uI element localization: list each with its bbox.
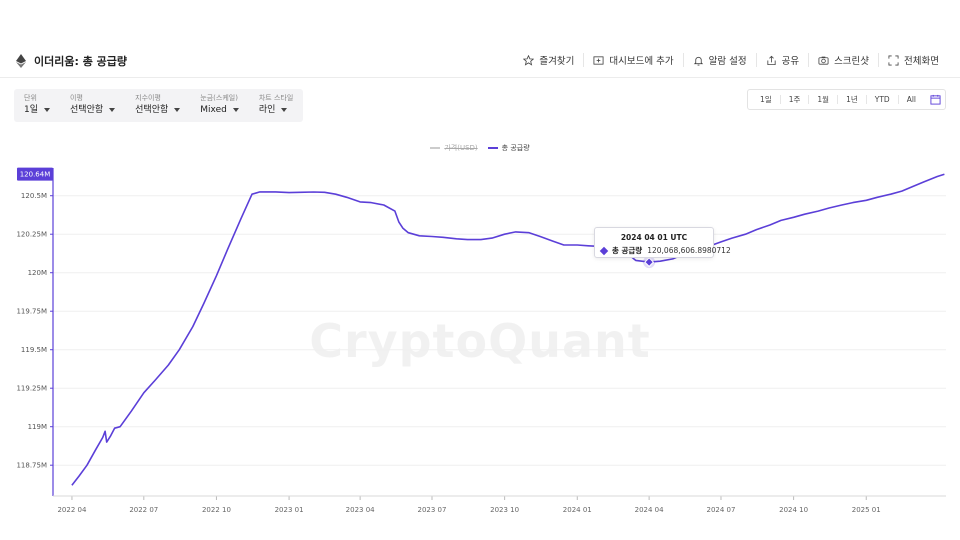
moving-average-label: 이평 xyxy=(70,94,83,102)
unit-select-label: 단위 xyxy=(24,94,37,102)
alarm-settings-button[interactable]: 알람 설정 xyxy=(682,53,756,67)
y-tick-label: 119M xyxy=(28,423,47,431)
x-tick-label: 2022 04 xyxy=(57,506,86,514)
unit-select-value: 1일 xyxy=(24,105,39,115)
y-axis: 118.75M 119M 119.25M 119.5M 119.75M 120M 120.2… xyxy=(16,192,53,470)
add-to-dashboard-button[interactable]: 대시보드에 추가 xyxy=(583,53,682,67)
ema-value: 선택안함 xyxy=(135,105,169,115)
y-tick-label: 119.5M xyxy=(21,346,47,354)
y-tick-label: 120M xyxy=(28,269,47,277)
share-label: 공유 xyxy=(781,56,800,67)
watermark: CryptoQuant xyxy=(309,314,651,368)
chevron-down-icon xyxy=(44,108,51,112)
x-tick-label: 2022 10 xyxy=(202,506,231,514)
current-value-badge xyxy=(17,167,53,181)
favorite-button[interactable]: 즐겨찾기 xyxy=(514,53,583,67)
highlight-point xyxy=(644,257,655,268)
chart-header: 이더리움: 총 공급량 즐겨찾기 대시보드에 추가 알람 설정 공유 스크린샷 … xyxy=(0,44,960,78)
tooltip-series-name: 총 공급량 xyxy=(612,246,643,255)
tooltip-row: 총 공급량 120,068,606.8980712 xyxy=(599,245,731,256)
x-tick-label: 2023 04 xyxy=(346,506,375,514)
screenshot-label: 스크린샷 xyxy=(834,56,870,67)
x-tick-label: 2022 07 xyxy=(129,506,158,514)
range-1m[interactable]: 1월 xyxy=(808,95,837,104)
range-1d[interactable]: 1일 xyxy=(760,95,772,104)
legend-swatch-price xyxy=(430,147,441,149)
ema-label: 지수이평 xyxy=(135,94,161,102)
chart-style-value: 라인 xyxy=(258,105,276,115)
legend-item-price[interactable]: 가격(USD) xyxy=(430,143,478,153)
time-range-selector: 1일 1주 1월 1년 YTD All xyxy=(747,89,946,110)
chart-controls: 단위 1일 이평 선택안함 지수이평 선택안함 눈금(스케일) Mixed 차트… xyxy=(14,89,304,122)
x-axis: 2022 04 2022 07 2022 10 2023 01 2023 04 2023 … xyxy=(57,496,881,514)
page-title: 이더리움: 총 공급량 xyxy=(34,55,128,68)
chart-legend: 가격(USD) 총 공급량 xyxy=(0,143,960,153)
highlight-marker xyxy=(643,256,656,269)
screenshot-button[interactable]: 스크린샷 xyxy=(808,53,878,67)
fullscreen-icon xyxy=(888,55,899,65)
x-tick-label: 2023 07 xyxy=(418,506,447,514)
ethereum-icon xyxy=(16,54,26,68)
range-1w[interactable]: 1주 xyxy=(779,95,809,104)
x-tick-label: 2024 04 xyxy=(635,506,664,514)
y-tick-label: 118.75M xyxy=(16,462,47,470)
share-button[interactable]: 공유 xyxy=(755,53,808,67)
x-tick-label: 2024 01 xyxy=(563,506,592,514)
share-icon xyxy=(766,55,776,65)
chevron-down-icon xyxy=(232,108,239,112)
current-value-text: 120.64M xyxy=(20,171,51,179)
scale-value: Mixed xyxy=(200,105,227,115)
x-tick-label: 2025 01 xyxy=(852,506,881,514)
series-line-total-supply xyxy=(71,173,945,486)
x-tick-label: 2023 10 xyxy=(490,506,519,514)
tooltip: 2024 04 01 UTC 총 공급량 120,068,606.8980712 xyxy=(594,227,731,258)
chart-style-select[interactable]: 차트 스타일 라인 xyxy=(249,89,303,122)
current-value-label: 120.64M xyxy=(17,167,53,181)
chevron-down-icon xyxy=(109,108,116,112)
moving-average-select[interactable]: 이평 선택안함 xyxy=(60,89,125,122)
y-tick-label: 120.25M xyxy=(16,231,47,239)
y-tick-label: 120.5M xyxy=(21,192,47,200)
y-tick-label: 119.25M xyxy=(16,385,47,393)
calendar-icon[interactable] xyxy=(930,94,941,105)
alarm-settings-label: 알람 설정 xyxy=(708,56,747,67)
grid xyxy=(53,195,946,466)
chevron-down-icon xyxy=(281,108,288,112)
scale-select[interactable]: 눈금(스케일) Mixed xyxy=(190,89,249,122)
x-tick-label: 2024 10 xyxy=(779,506,808,514)
add-to-dashboard-label: 대시보드에 추가 xyxy=(609,56,674,67)
legend-swatch-total-supply xyxy=(487,147,498,149)
star-icon xyxy=(523,54,535,66)
legend-item-total-supply[interactable]: 총 공급량 xyxy=(487,143,530,153)
range-ytd[interactable]: YTD xyxy=(865,95,898,104)
fullscreen-button[interactable]: 전체화면 xyxy=(878,53,948,67)
fullscreen-label: 전체화면 xyxy=(904,56,939,67)
tooltip-diamond-icon xyxy=(599,246,609,255)
unit-select[interactable]: 단위 1일 xyxy=(14,89,60,122)
header-actions: 즐겨찾기 대시보드에 추가 알람 설정 공유 스크린샷 전체화면 xyxy=(514,53,948,67)
scale-label: 눈금(스케일) xyxy=(200,94,238,102)
legend-label-price: 가격(USD) xyxy=(444,144,478,152)
tooltip-value: 120,068,606.8980712 xyxy=(647,246,731,255)
dashboard-add-icon xyxy=(593,55,604,65)
x-tick-label: 2023 01 xyxy=(275,506,304,514)
x-tick-label: 2024 07 xyxy=(706,506,735,514)
range-all[interactable]: All xyxy=(897,95,924,104)
title-wrap: 이더리움: 총 공급량 xyxy=(16,53,127,69)
chart-style-label: 차트 스타일 xyxy=(258,94,294,102)
legend-label-total-supply: 총 공급량 xyxy=(501,144,530,152)
favorite-label: 즐겨찾기 xyxy=(539,56,575,67)
range-1y[interactable]: 1년 xyxy=(837,95,866,104)
bell-icon xyxy=(693,56,703,65)
y-tick-label: 119.75M xyxy=(16,308,47,316)
chevron-down-icon xyxy=(174,108,181,112)
camera-icon xyxy=(818,56,829,65)
ema-select[interactable]: 지수이평 선택안함 xyxy=(125,89,190,122)
moving-average-value: 선택안함 xyxy=(70,105,104,115)
tooltip-date: 2024 04 01 UTC xyxy=(620,233,688,242)
